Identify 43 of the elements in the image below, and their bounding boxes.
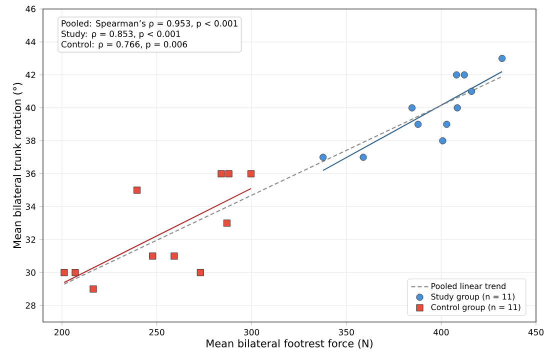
- point: [460, 71, 468, 78]
- x-tick-label: 300: [244, 329, 260, 336]
- point: [320, 154, 327, 161]
- annotation: Control: ρ = 0.766, p = 0.006: [61, 40, 188, 50]
- y-tick-label: 40: [26, 104, 36, 112]
- point: [408, 104, 416, 112]
- point: [468, 88, 476, 95]
- y-tick-label: 46: [26, 6, 36, 12]
- y-tick-label: 36: [26, 170, 36, 177]
- annotation: Pooled: Spearman’s ρ = 0.953, p < 0.001: [62, 20, 238, 28]
- point: [360, 154, 367, 161]
- x-tick-label: 350: [338, 329, 354, 336]
- point: [443, 120, 450, 128]
- y-tick-label: 28: [26, 302, 36, 309]
- point: [247, 170, 255, 178]
- y-tick-label: 44: [26, 38, 36, 46]
- point: [414, 120, 422, 128]
- x-tick-label: 400: [434, 329, 449, 336]
- x-tick-label: 200: [54, 329, 70, 336]
- point: [72, 269, 79, 276]
- point: [453, 71, 460, 78]
- point: [218, 170, 225, 178]
- point: [439, 137, 446, 144]
- point: [60, 269, 68, 276]
- point: [223, 220, 230, 227]
- x-tick-label: 450: [528, 329, 544, 336]
- point: [90, 286, 97, 293]
- x-axis-title: Mean bilateral footrest force (N): [206, 339, 373, 349]
- y-tick-label: 30: [26, 269, 36, 276]
- y-axis-title: Mean bilateral trunk rotation (°): [13, 82, 22, 248]
- point: [225, 170, 232, 178]
- y-tick-label: 38: [26, 138, 36, 144]
- point: [498, 54, 506, 62]
- y-tick-label: 42: [26, 72, 36, 78]
- point: [454, 104, 461, 112]
- y-tick-label: 34: [26, 203, 36, 210]
- point: [134, 186, 141, 194]
- x-tick-label: 250: [149, 329, 164, 336]
- annotation: Study: ρ = 0.853, p < 0.001: [62, 30, 180, 39]
- point: [149, 252, 156, 260]
- point: [196, 269, 204, 276]
- point: [170, 252, 178, 260]
- y-tick-label: 32: [26, 236, 36, 243]
